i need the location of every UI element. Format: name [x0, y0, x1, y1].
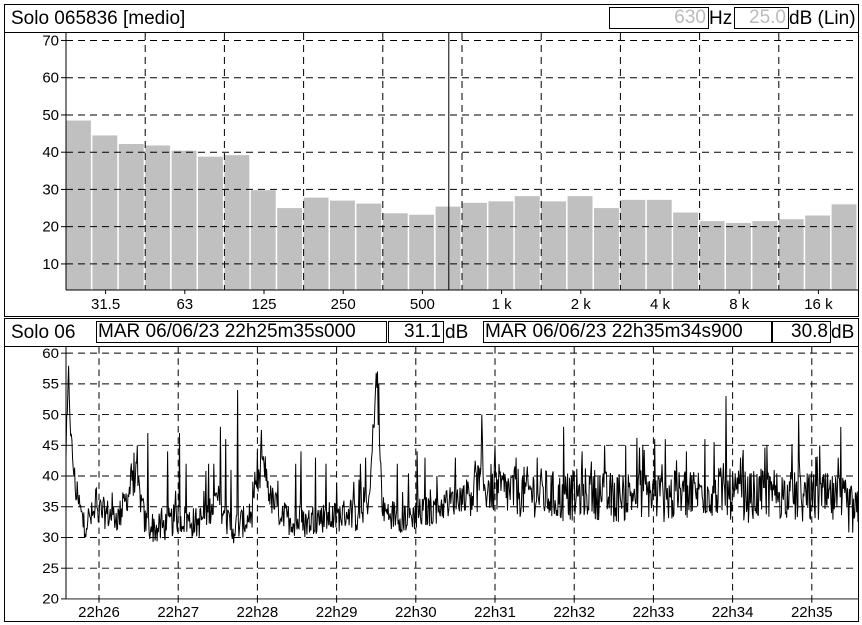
y-tick-label: 45 [42, 438, 59, 453]
spectrum-bar [831, 204, 857, 290]
level-field[interactable]: 25.0 [734, 7, 789, 29]
spectrum-bar [594, 208, 619, 290]
spectrum-bar [514, 196, 540, 290]
x-tick-label: 22h32 [553, 604, 595, 621]
y-tick-label: 25 [42, 561, 59, 576]
x-tick-label: 63 [176, 296, 193, 313]
cursor1-unit: dB [445, 322, 469, 343]
spectrum-bar [805, 215, 831, 290]
spectrum-chart[interactable]: 10 20 30 40 50 60 70 31.5 63 125 250 500 1 k 2 k 4 k 8 … [5, 33, 858, 316]
x-tick-label: 125 [251, 296, 276, 313]
spectrum-bar [567, 196, 593, 290]
spectrum-bar [673, 212, 699, 290]
spectrum-panel: Solo 065836 [medio] 630 Hz 25.0 dB (Lin)… [4, 4, 859, 317]
x-tick-label: 22h26 [78, 604, 120, 621]
y-tick-label: 35 [42, 500, 59, 515]
y-tick-label: 70 [42, 33, 59, 49]
spectrum-bar [382, 213, 408, 290]
frequency-field[interactable]: 630 [609, 7, 709, 29]
y-tick-label: 50 [42, 107, 59, 124]
spectrum-bar [356, 203, 382, 290]
x-tick-label: 22h28 [237, 604, 279, 621]
spectrum-bar [646, 199, 672, 290]
y-tick-label: 20 [42, 219, 59, 236]
cursor2-value-field[interactable]: 30.8 [772, 321, 831, 343]
y-tick-label: 40 [42, 144, 59, 161]
spectrum-bar [620, 199, 646, 290]
x-tick-label: 22h34 [712, 604, 754, 621]
spectrum-bar [778, 219, 804, 290]
spectrum-bar [541, 201, 567, 290]
frequency-unit: Hz [709, 8, 733, 29]
cursor1-time-field[interactable]: MAR 06/06/23 22h25m35s000 [96, 321, 387, 343]
y-tick-label: 20 [42, 592, 59, 607]
x-tick-label: 16 k [804, 296, 833, 313]
spectrum-bar [224, 155, 250, 290]
spectrum-bar [92, 135, 118, 290]
y-tick-label: 30 [42, 531, 59, 546]
spectrum-bar [409, 214, 435, 290]
x-tick-label: 2 k [571, 296, 592, 313]
spectrum-bar [330, 200, 355, 290]
x-tick-label: 22h27 [157, 604, 199, 621]
x-tick-label: 500 [410, 296, 435, 313]
x-tick-label: 8 k [729, 296, 750, 313]
cursor2-unit: dB [831, 322, 855, 343]
x-tick-label: 22h31 [474, 604, 516, 621]
spectrum-bar [145, 145, 171, 290]
x-tick-label: 31.5 [91, 296, 120, 313]
time-plot-group: 20 25 30 35 40 45 50 55 60 [42, 346, 859, 607]
y-tick-label: 50 [42, 408, 59, 423]
spectrum-bar [752, 221, 778, 290]
time-history-panel: Solo 06 MAR 06/06/23 22h25m35s000 31.1 d… [4, 318, 859, 622]
spectrum-bar [171, 150, 197, 290]
spectrum-bar [462, 202, 487, 290]
cursor1-value-field[interactable]: 31.1 [388, 321, 444, 343]
spectrum-bar [488, 201, 514, 290]
y-tick-label: 60 [42, 346, 59, 361]
spectrum-bar [277, 208, 303, 290]
spectrum-bar [66, 120, 91, 290]
spectrum-bar [250, 190, 276, 290]
level-series-line [65, 365, 859, 544]
level-unit: dB (Lin) [789, 8, 856, 29]
x-tick-label: 22h30 [395, 604, 437, 621]
x-tick-label: 22h33 [633, 604, 675, 621]
x-tick-label: 22h29 [316, 604, 358, 621]
spectrum-bar [198, 156, 223, 290]
x-tick-label: 250 [331, 296, 356, 313]
y-tick-label: 10 [42, 256, 59, 273]
spectrum-title: Solo 065836 [medio] [11, 8, 186, 29]
y-tick-label: 60 [42, 70, 59, 87]
x-tick-label: 22h35 [791, 604, 833, 621]
x-tick-label: 4 k [650, 296, 671, 313]
spectrum-header: Solo 065836 [medio] 630 Hz 25.0 dB (Lin) [5, 5, 858, 33]
spectrum-bar [726, 222, 751, 290]
y-tick-label: 30 [42, 181, 59, 198]
x-tick-label: 1 k [492, 296, 513, 313]
spectrum-bar [699, 221, 725, 290]
y-tick-label: 55 [42, 377, 59, 392]
time-history-chart[interactable]: 20 25 30 35 40 45 50 55 60 22h26 22h27 22h28 22h29 22… [5, 346, 859, 621]
time-history-header: Solo 06 MAR 06/06/23 22h25m35s000 31.1 d… [5, 319, 858, 347]
y-tick-label: 40 [42, 469, 59, 484]
spectrum-bar [303, 197, 329, 290]
cursor2-time-field[interactable]: MAR 06/06/23 22h35m34s900 [483, 321, 772, 343]
time-history-title: Solo 06 [11, 322, 76, 343]
spectrum-bar [435, 206, 461, 290]
spectrum-bar [118, 143, 144, 290]
